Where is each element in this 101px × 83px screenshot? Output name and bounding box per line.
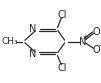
Text: -: - — [98, 42, 101, 51]
Text: +: + — [82, 34, 88, 40]
Text: Cl: Cl — [58, 10, 67, 20]
Text: CH₃: CH₃ — [2, 37, 18, 46]
Text: N: N — [29, 49, 37, 59]
Text: N: N — [79, 37, 87, 46]
Text: O: O — [92, 27, 100, 37]
Text: Cl: Cl — [58, 63, 67, 73]
Text: N: N — [29, 24, 37, 34]
Text: O: O — [92, 45, 100, 55]
